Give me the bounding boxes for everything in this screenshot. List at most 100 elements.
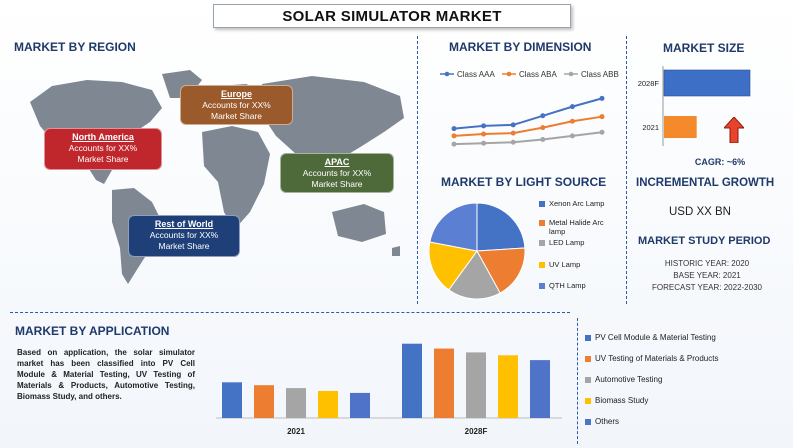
cagr-label: CAGR: ~6% — [694, 157, 746, 167]
pie-slice — [429, 202, 478, 252]
data-point — [599, 129, 605, 135]
data-point — [451, 141, 457, 147]
legend-label: Others — [595, 417, 620, 426]
bar — [402, 343, 422, 418]
data-point — [510, 130, 516, 136]
legend-item: LED Lamp — [539, 238, 621, 247]
growth-arrow-icon — [724, 117, 744, 143]
size-heading: MARKET SIZE — [663, 41, 745, 55]
legend-label: LED Lamp — [549, 238, 585, 247]
region-name: APAC — [324, 157, 350, 167]
data-point — [540, 113, 546, 119]
legend-label: PV Cell Module & Material Testing — [595, 333, 716, 342]
legend-item: Automotive Testing — [585, 375, 662, 384]
legend-label: Class ABB — [581, 70, 619, 79]
legend-label: Xenon Arc Lamp — [549, 199, 605, 208]
callout-north-america: North America Accounts for XX% Market Sh… — [44, 128, 162, 170]
light-heading: MARKET BY LIGHT SOURCE — [441, 175, 607, 189]
legend-marker — [444, 71, 450, 77]
dimension-line-chart: Class AAA Class ABA Class ABB — [440, 70, 619, 147]
region-name: Rest of World — [154, 219, 214, 229]
historic-year: HISTORIC YEAR: 2020 — [664, 259, 750, 268]
region-share-label: Market Share — [311, 179, 363, 189]
data-point — [510, 122, 516, 128]
size-bar — [663, 69, 751, 97]
data-point — [599, 95, 605, 101]
data-point — [540, 125, 546, 131]
bar — [498, 355, 518, 418]
legend-swatch — [585, 355, 591, 362]
legend-label: QTH Lamp — [549, 281, 586, 290]
pie-slice — [428, 241, 478, 291]
bar — [254, 385, 274, 418]
data-point — [481, 123, 487, 129]
bar — [434, 348, 454, 418]
legend-item: UV Lamp — [539, 260, 621, 269]
legend-swatch — [585, 418, 591, 425]
region-share: Accounts for XX% — [202, 100, 271, 110]
legend-marker — [568, 71, 574, 77]
legend-item: Others — [585, 417, 619, 426]
callout-apac: APAC Accounts for XX% Market Share — [280, 153, 394, 193]
bar — [318, 390, 338, 418]
data-point — [569, 104, 575, 110]
category-label: 2021 — [642, 123, 659, 132]
legend-item: Xenon Arc Lamp — [539, 199, 621, 208]
legend-swatch — [585, 376, 591, 383]
legend-marker — [506, 71, 512, 77]
category-label: 2028F — [638, 79, 660, 88]
bar — [222, 382, 242, 418]
legend-label: Class ABA — [519, 70, 557, 79]
size-bar — [664, 116, 697, 138]
data-point — [569, 118, 575, 124]
divider — [577, 318, 578, 444]
page-title: SOLAR SIMULATOR MARKET — [213, 4, 571, 28]
base-year: BASE YEAR: 2021 — [673, 271, 741, 280]
data-point — [540, 137, 546, 143]
region-name: North America — [72, 132, 134, 142]
legend-label: UV Testing of Materials & Products — [595, 354, 719, 363]
legend-item: UV Testing of Materials & Products — [585, 354, 718, 363]
legend-swatch — [539, 240, 545, 246]
dimension-heading: MARKET BY DIMENSION — [449, 40, 592, 54]
series-line — [453, 97, 603, 130]
divider — [417, 36, 418, 304]
period-heading: MARKET STUDY PERIOD — [638, 235, 771, 247]
application-bar-chart: 2021 2028F — [216, 343, 562, 436]
forecast-year: FORECAST YEAR: 2022-2030 — [652, 283, 762, 292]
region-share: Accounts for XX% — [149, 230, 219, 240]
region-heading: MARKET BY REGION — [14, 40, 136, 54]
incremental-value: USD XX BN — [669, 206, 731, 218]
legend-label: Automotive Testing — [595, 375, 663, 384]
legend-swatch — [585, 334, 591, 341]
legend-swatch — [539, 283, 545, 289]
divider — [626, 36, 627, 304]
data-point — [481, 140, 487, 146]
pie-slice — [448, 250, 501, 300]
data-point — [451, 133, 457, 139]
region-share-label: Market Share — [77, 154, 129, 164]
data-point — [451, 126, 457, 132]
callout-rest-of-world: Rest of World Accounts for XX% Market Sh… — [128, 215, 240, 257]
legend-item: Metal Halide Arc lamp — [539, 218, 621, 236]
legend-swatch — [539, 262, 545, 268]
legend-label: Metal Halide Arc lamp — [549, 218, 604, 236]
region-share: Accounts for XX% — [302, 168, 372, 178]
series-line — [453, 131, 603, 146]
data-point — [481, 131, 487, 137]
legend-label: UV Lamp — [549, 260, 581, 269]
data-point — [569, 133, 575, 139]
legend-item: PV Cell Module & Material Testing — [585, 333, 716, 342]
application-heading: MARKET BY APPLICATION — [15, 324, 170, 338]
region-name: Europe — [220, 89, 252, 99]
data-point — [599, 114, 605, 120]
bar — [466, 352, 486, 418]
legend-item: Biomass Study — [585, 396, 648, 405]
legend-swatch — [539, 201, 545, 207]
region-share: Accounts for XX% — [68, 143, 138, 153]
region-share-label: Market Share — [158, 241, 210, 251]
bar — [530, 360, 550, 418]
legend-swatch — [585, 397, 591, 404]
pie-slice — [476, 247, 526, 294]
